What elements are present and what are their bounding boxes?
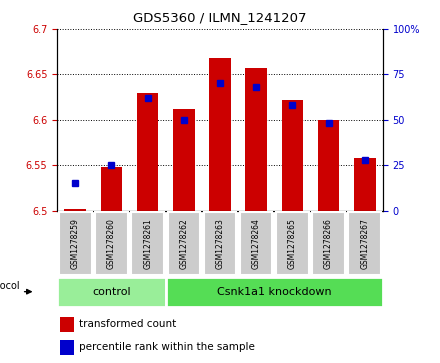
Text: GSM1278267: GSM1278267: [360, 218, 369, 269]
Bar: [101, 167, 122, 211]
Text: GSM1278263: GSM1278263: [216, 218, 224, 269]
FancyBboxPatch shape: [132, 212, 164, 274]
Bar: [60, 339, 74, 355]
FancyBboxPatch shape: [57, 277, 166, 307]
FancyBboxPatch shape: [204, 212, 236, 274]
Text: GSM1278266: GSM1278266: [324, 218, 333, 269]
Text: GDS5360 / ILMN_1241207: GDS5360 / ILMN_1241207: [133, 11, 307, 24]
Text: protocol: protocol: [0, 281, 20, 291]
Text: control: control: [92, 287, 131, 297]
FancyBboxPatch shape: [276, 212, 308, 274]
Text: transformed count: transformed count: [79, 319, 176, 330]
Text: percentile rank within the sample: percentile rank within the sample: [79, 342, 255, 352]
Text: GSM1278262: GSM1278262: [180, 218, 188, 269]
Text: GSM1278264: GSM1278264: [252, 218, 260, 269]
Bar: [64, 209, 86, 211]
Text: GSM1278261: GSM1278261: [143, 218, 152, 269]
Bar: [282, 100, 303, 211]
FancyBboxPatch shape: [166, 277, 383, 307]
FancyBboxPatch shape: [348, 212, 381, 274]
Bar: [246, 68, 267, 211]
Bar: [173, 109, 194, 211]
Bar: [60, 317, 74, 332]
Text: GSM1278265: GSM1278265: [288, 218, 297, 269]
Text: GSM1278260: GSM1278260: [107, 218, 116, 269]
Bar: [137, 93, 158, 211]
Bar: [354, 158, 376, 211]
FancyBboxPatch shape: [168, 212, 200, 274]
Text: Csnk1a1 knockdown: Csnk1a1 knockdown: [217, 287, 332, 297]
Bar: [318, 120, 339, 211]
Bar: [209, 58, 231, 211]
FancyBboxPatch shape: [312, 212, 345, 274]
FancyBboxPatch shape: [240, 212, 272, 274]
Text: GSM1278259: GSM1278259: [71, 218, 80, 269]
FancyBboxPatch shape: [95, 212, 128, 274]
FancyBboxPatch shape: [59, 212, 92, 274]
